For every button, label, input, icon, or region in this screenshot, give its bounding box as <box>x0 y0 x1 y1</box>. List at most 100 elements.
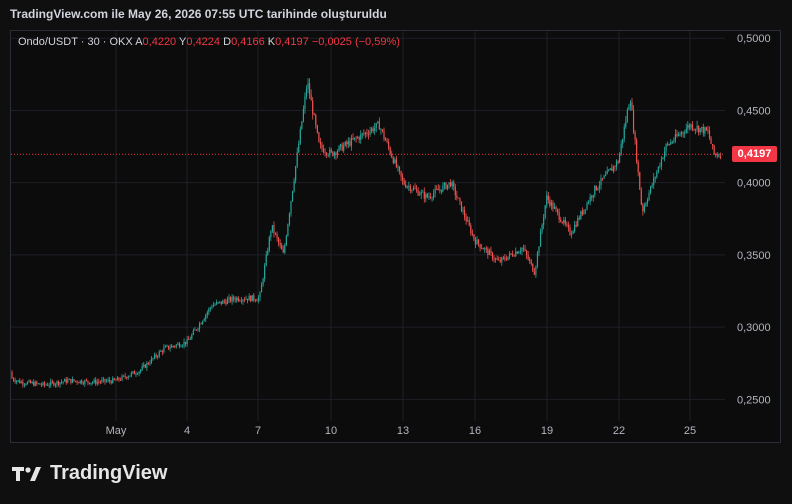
candle-body <box>538 246 540 253</box>
candle <box>36 380 38 386</box>
candle-body <box>419 194 421 196</box>
candle-body <box>682 132 684 134</box>
candle <box>164 344 167 348</box>
candle-body <box>670 142 672 145</box>
candle <box>340 143 342 151</box>
candle <box>397 164 399 172</box>
candle <box>606 166 608 175</box>
candle <box>654 176 656 183</box>
candle-body <box>347 141 349 145</box>
candle-body <box>243 299 246 301</box>
candle <box>48 382 50 389</box>
candle-body <box>149 363 151 364</box>
candle <box>668 143 670 146</box>
candle <box>512 250 514 257</box>
candle <box>442 182 444 193</box>
candle-body <box>245 298 247 300</box>
candle <box>245 295 247 301</box>
candle-body <box>56 381 58 385</box>
candle-body <box>386 140 388 143</box>
candle-body <box>708 130 711 138</box>
candle <box>37 382 39 385</box>
candle <box>186 336 188 347</box>
candle-body <box>493 258 495 260</box>
candle <box>177 341 179 345</box>
candle <box>28 379 30 383</box>
candle-body <box>254 299 256 301</box>
candle <box>584 209 587 215</box>
candle-body <box>575 224 577 227</box>
candle <box>226 296 229 305</box>
candle-body <box>92 382 94 384</box>
candle <box>524 244 526 252</box>
candle <box>369 126 371 137</box>
candle-body <box>357 137 359 139</box>
candle-body <box>375 122 377 128</box>
candle-body <box>676 134 678 136</box>
candle <box>26 381 29 385</box>
candle <box>31 380 33 385</box>
candle <box>178 341 180 349</box>
candle-body <box>276 233 278 239</box>
candle-body <box>502 257 504 259</box>
candle <box>626 107 628 124</box>
candle <box>240 296 242 304</box>
candle-body <box>673 140 675 142</box>
candle-body <box>663 151 666 158</box>
candle <box>43 381 46 388</box>
candle-body <box>464 210 466 218</box>
candle-body <box>43 382 46 385</box>
candle-body <box>194 329 196 331</box>
candle-body <box>443 183 446 186</box>
candle <box>25 382 27 387</box>
candle <box>167 345 170 350</box>
candle-body <box>287 224 289 237</box>
candle <box>107 377 109 383</box>
candle <box>118 377 120 382</box>
candle <box>183 338 185 349</box>
tradingview-brand[interactable]: TradingView <box>12 462 167 485</box>
candle-body <box>400 170 402 177</box>
candle <box>33 379 35 387</box>
candle <box>130 371 132 378</box>
candle-body <box>101 379 103 382</box>
candle-body <box>429 196 432 198</box>
candle-body <box>98 381 100 383</box>
candle-body <box>336 151 339 155</box>
candle-body <box>95 379 97 384</box>
candle <box>502 255 504 260</box>
candle-body <box>522 247 525 249</box>
candle <box>443 181 446 190</box>
candle <box>228 294 230 304</box>
candle <box>309 78 311 99</box>
candle <box>687 121 689 134</box>
candle <box>718 153 720 158</box>
candle <box>293 177 295 193</box>
candle-body <box>172 345 174 347</box>
candle-body <box>84 380 86 384</box>
candle <box>363 129 365 137</box>
candle <box>707 125 709 134</box>
candle-body <box>476 239 478 245</box>
candle <box>488 248 490 256</box>
candle-body <box>19 380 21 384</box>
candle <box>482 247 484 250</box>
legend-low-label: D <box>223 36 232 48</box>
candle-body <box>659 166 661 167</box>
candle-body <box>177 343 179 345</box>
candle <box>603 174 605 179</box>
candle-body <box>222 300 224 304</box>
candle <box>694 128 697 135</box>
candle <box>392 156 394 165</box>
candle <box>591 194 593 201</box>
candle-body <box>200 323 202 325</box>
candle-body <box>660 158 663 167</box>
candle <box>684 129 686 138</box>
candle <box>279 239 281 249</box>
candle-body <box>250 295 252 302</box>
candle <box>237 295 239 303</box>
chart-panel[interactable] <box>10 30 781 443</box>
candle <box>681 130 683 137</box>
candle <box>674 129 676 144</box>
